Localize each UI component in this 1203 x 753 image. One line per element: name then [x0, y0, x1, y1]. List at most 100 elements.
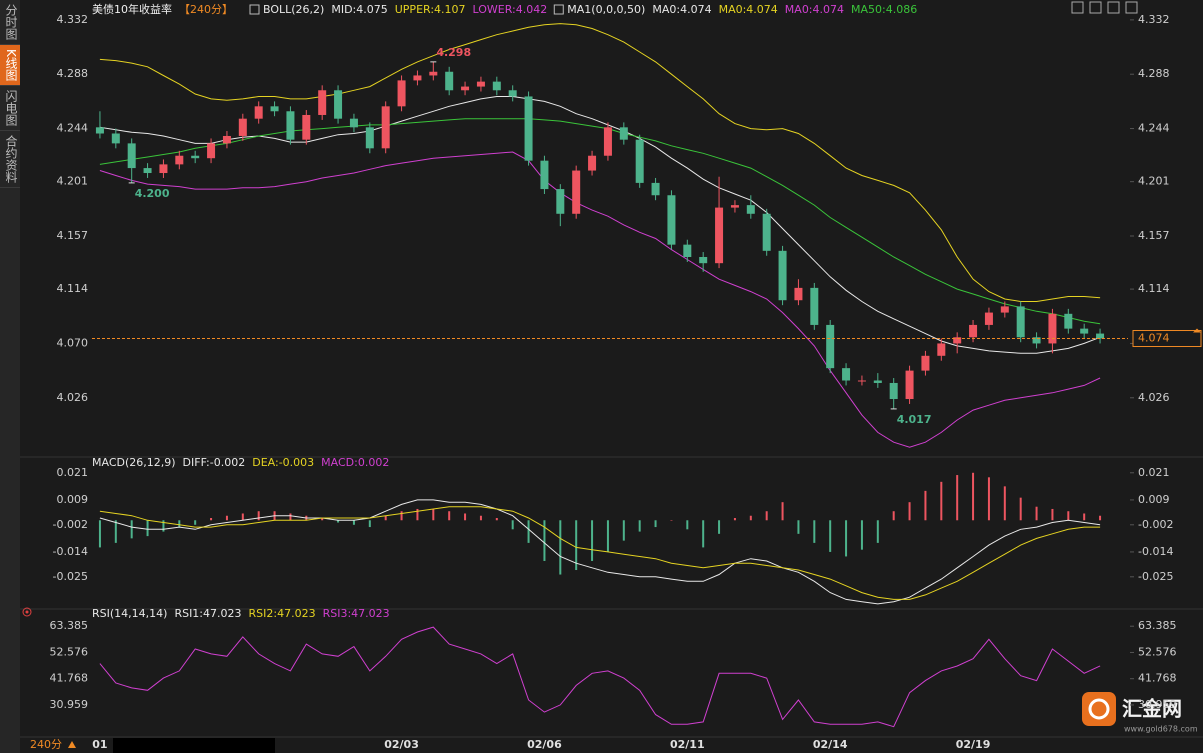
window-button[interactable] [1107, 1, 1120, 14]
candle-body [953, 337, 962, 344]
macd-bar [178, 520, 181, 528]
candle-body [365, 127, 374, 149]
macd-bar [1067, 511, 1070, 521]
macd-bar [591, 520, 594, 561]
candle-body [762, 213, 771, 251]
legend-icon [249, 4, 260, 15]
y-tick-label-right: 63.385 [1138, 619, 1177, 632]
indicator-line [99, 626, 1101, 728]
candle-body [445, 71, 454, 91]
macd-bar [797, 520, 800, 534]
legend-label: MACD(26,12,9) [92, 456, 176, 469]
candle-body [937, 343, 946, 356]
sidebar-tab[interactable]: 合约资料 [0, 131, 20, 188]
last-price-label: 4.074 [1138, 332, 1170, 345]
y-tick-label-right: 4.288 [1138, 67, 1170, 80]
y-tick-label-right: 4.201 [1138, 175, 1170, 188]
candle-body [349, 118, 358, 128]
macd-bar [114, 520, 117, 543]
candle-body [1000, 306, 1009, 313]
period-label[interactable]: 240分 [30, 738, 62, 751]
candle-body [429, 71, 438, 76]
candle-body [873, 380, 882, 383]
candle-body [746, 205, 755, 214]
y-tick-label-right: -0.014 [1138, 545, 1173, 558]
macd-bar [575, 520, 578, 571]
indicator-line [99, 151, 1101, 448]
macd-bar [495, 518, 498, 521]
y-tick-label: 4.026 [57, 391, 89, 404]
sidebar-tab-active[interactable]: K线图 [0, 45, 20, 86]
macd-bar [892, 511, 895, 521]
candle-body [921, 355, 930, 371]
redaction [113, 738, 275, 753]
sidebar-tab[interactable]: 分时图 [0, 0, 20, 45]
window-buttons [1071, 1, 1138, 14]
candle-body [651, 182, 660, 196]
window-button[interactable] [1125, 1, 1138, 14]
logo-icon [1082, 692, 1116, 726]
period-dropdown-icon[interactable] [68, 741, 76, 748]
candle-body [730, 205, 739, 208]
logo-name: 汇金网 [1122, 697, 1182, 721]
macd-bar [860, 520, 863, 550]
indicator-icon[interactable] [22, 607, 32, 617]
y-tick-label: -0.014 [53, 545, 88, 558]
logo-url: www.gold678.com [1124, 725, 1198, 734]
candle-body [476, 81, 485, 87]
y-tick-label-right: 41.768 [1138, 672, 1177, 685]
macd-bar [368, 520, 371, 528]
y-tick-label: -0.025 [53, 570, 88, 583]
y-tick-label: -0.002 [53, 518, 88, 531]
candle-body [540, 160, 549, 190]
candle-body [842, 368, 851, 381]
macd-bar [210, 518, 213, 521]
y-tick-label-right: 30.959 [1138, 698, 1177, 711]
macd-bar [559, 520, 562, 575]
macd-bar [813, 520, 816, 543]
candle-body [794, 287, 803, 301]
macd-bar [956, 475, 959, 521]
candle-body [254, 106, 263, 119]
x-tick-label: 02/11 [670, 738, 705, 751]
macd-bar [511, 520, 514, 530]
candle-body [143, 168, 152, 174]
macd-bar [146, 520, 149, 537]
macd-bar [130, 520, 133, 539]
candle-body [127, 143, 136, 169]
macd-bar [98, 520, 101, 548]
y-tick-label: 52.576 [50, 645, 89, 658]
candle-body [1096, 333, 1105, 339]
legend-label: DIFF:-0.002 [183, 456, 246, 469]
y-tick-label: 4.201 [57, 175, 89, 188]
macd-bar [321, 518, 324, 521]
candle-body [1032, 337, 1041, 344]
legend-label: RSI3:47.023 [323, 607, 390, 620]
indicator-line [99, 96, 1101, 354]
macd-bar [1099, 515, 1102, 521]
macd-bar [225, 515, 228, 521]
macd-bar [876, 520, 879, 543]
candle-body [715, 207, 724, 264]
x-tick-label: 02/03 [384, 738, 419, 751]
y-tick-label: 30.959 [50, 698, 89, 711]
sidebar-tab[interactable]: 闪电图 [0, 86, 20, 131]
macd-bar [670, 520, 673, 521]
candle-body [969, 324, 978, 338]
candle-body [508, 90, 517, 97]
legend-label: MA0:4.074 [652, 3, 711, 16]
candle-body [286, 111, 295, 140]
legend-label: MA0:4.074 [785, 3, 844, 16]
macd-bar [749, 515, 752, 521]
window-button[interactable] [1071, 1, 1084, 14]
window-button[interactable] [1089, 1, 1102, 14]
macd-bar [1035, 506, 1038, 521]
candle-body [1016, 306, 1025, 338]
macd-bar [606, 520, 609, 552]
legend-label: MA0:4.074 [719, 3, 778, 16]
y-tick-label: 41.768 [50, 672, 89, 685]
y-tick-label-right: 0.021 [1138, 466, 1170, 479]
macd-bar [1051, 508, 1054, 521]
candle-body [984, 312, 993, 325]
